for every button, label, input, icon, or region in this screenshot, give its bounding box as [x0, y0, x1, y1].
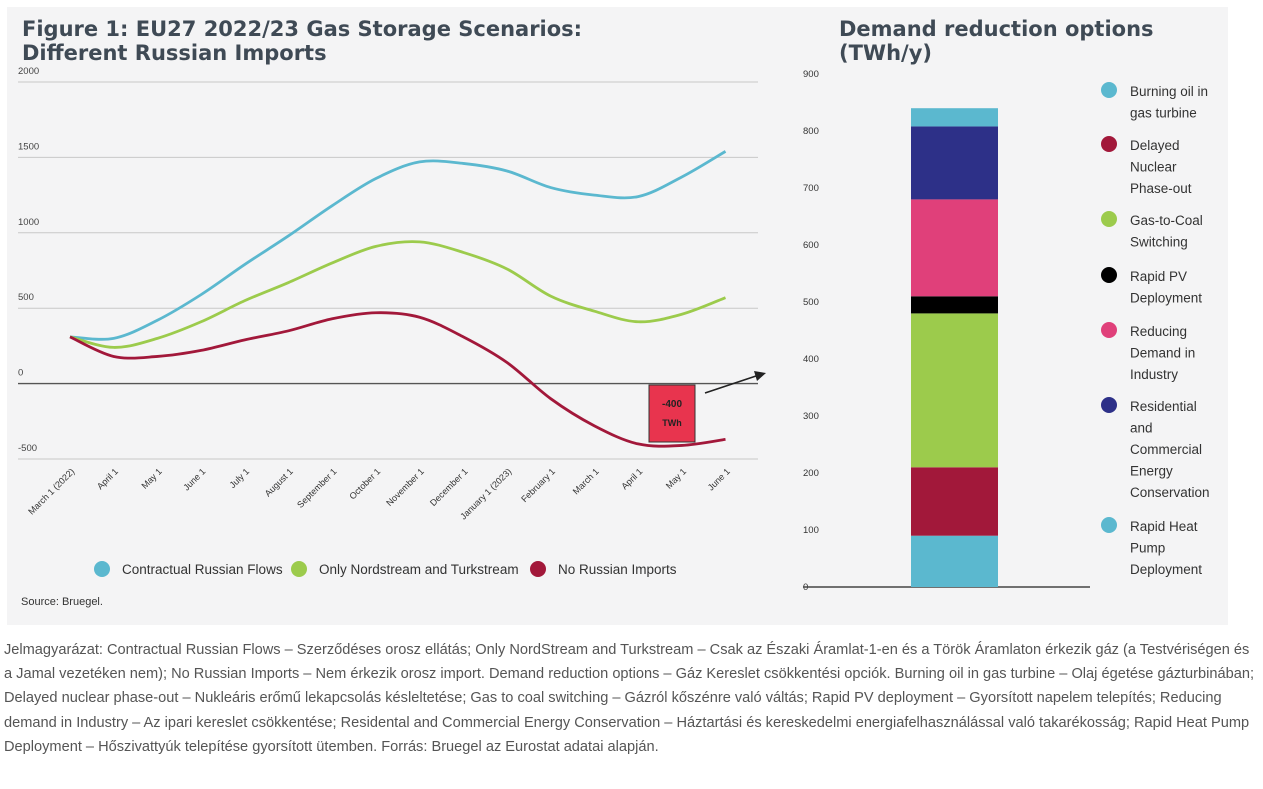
legend-label-2: No Russian Imports [558, 562, 677, 577]
x-tick-label-7: October 1 [347, 466, 382, 501]
y-tick-label-1: 1500 [18, 141, 39, 152]
bar-legend-marker-1 [1101, 136, 1117, 152]
x-tick-label-6: September 1 [295, 466, 339, 510]
legend-label-0: Contractual Russian Flows [122, 562, 283, 577]
series-line-0 [69, 150, 727, 341]
bar-segment-4 [911, 199, 998, 297]
x-tick-label-13: April 1 [619, 466, 644, 491]
source-note: Source: Bruegel. [21, 596, 103, 608]
annotation-arrow-head [754, 371, 766, 381]
x-tick-label-1: April 1 [95, 466, 120, 491]
annotation-box [648, 384, 696, 443]
bar-y-tick-label-0: 900 [803, 69, 819, 80]
bar-y-tick-label-7: 200 [803, 468, 819, 479]
bar-legend-marker-0 [1101, 82, 1117, 98]
bar-y-tick-label-8: 100 [803, 525, 819, 536]
bar-y-tick-label-4: 500 [803, 297, 819, 308]
bar-legend-label-6: Rapid Heat Pump Deployment [1130, 519, 1202, 577]
line-chart-title: Figure 1: EU27 2022/23 Gas Storage Scena… [22, 17, 582, 65]
bar-chart-title-line2: (TWh/y) [839, 41, 932, 65]
annotation-unit: TWh [662, 418, 682, 428]
bar-segment-2 [911, 313, 998, 468]
legend-label-1: Only Nordstream and Turkstream [319, 562, 519, 577]
annotation-value: -400 [662, 399, 682, 410]
bar-y-tick-label-2: 700 [803, 183, 819, 194]
bar-y-tick-label-6: 300 [803, 411, 819, 422]
x-tick-label-9: December 1 [428, 466, 470, 508]
bar-segment-3 [911, 296, 998, 314]
legend-marker-2 [530, 561, 546, 577]
bar-chart-title: Demand reduction options (TWh/y) [839, 17, 1154, 65]
bar-y-tick-label-5: 400 [803, 354, 819, 365]
x-tick-label-11: February 1 [519, 466, 557, 504]
x-tick-label-0: March 1 (2022) [26, 466, 76, 516]
line-chart-title-line1: Figure 1: EU27 2022/23 Gas Storage Scena… [22, 17, 583, 41]
bar-legend-marker-4 [1101, 322, 1117, 338]
bar-y-tick-label-3: 600 [803, 240, 819, 251]
bar-segment-5 [911, 126, 998, 200]
bar-chart-title-line1: Demand reduction options [839, 17, 1154, 41]
y-tick-label-3: 500 [18, 292, 34, 303]
bar-legend-marker-3 [1101, 267, 1117, 283]
bar-segment-6 [911, 108, 998, 127]
x-tick-label-14: May 1 [664, 466, 688, 490]
line-chart-title-line2: Different Russian Imports [22, 41, 327, 65]
bar-legend-label-0: Burning oil in gas turbine [1130, 84, 1208, 121]
bar-legend-label-4: Reducing Demand in Industry [1130, 324, 1195, 382]
bar-legend-marker-5 [1101, 397, 1117, 413]
legend-marker-1 [291, 561, 307, 577]
bar-legend-label-1: Delayed Nuclear Phase-out [1130, 138, 1192, 196]
bar-y-tick-label-1: 800 [803, 126, 819, 137]
y-tick-label-4: 0 [18, 368, 23, 379]
x-tick-label-2: May 1 [139, 466, 163, 490]
legend-marker-0 [94, 561, 110, 577]
bar-legend-label-2: Gas-to-Coal Switching [1130, 213, 1203, 250]
bar-segment-0 [911, 535, 998, 587]
series-line-1 [69, 240, 726, 349]
bar-segment-1 [911, 467, 998, 536]
x-tick-label-15: June 1 [706, 466, 732, 492]
x-tick-label-3: June 1 [181, 466, 207, 492]
y-tick-label-0: 2000 [18, 66, 39, 77]
series-line-2 [69, 311, 726, 448]
x-tick-label-12: March 1 [571, 466, 601, 496]
y-tick-label-2: 1000 [18, 217, 39, 228]
x-tick-label-8: November 1 [384, 466, 426, 508]
annotation-arrow-line [704, 375, 757, 394]
bar-legend-label-3: Rapid PV Deployment [1130, 269, 1202, 306]
x-tick-label-5: August 1 [263, 466, 295, 498]
bar-legend-label-5: Residential and Commercial Energy Conservati… [1130, 399, 1210, 500]
caption: Jelmagyarázat: Contractual Russian Flows… [4, 642, 1255, 755]
bar-legend-marker-2 [1101, 211, 1117, 227]
bar-legend-marker-6 [1101, 517, 1117, 533]
x-tick-label-4: July 1 [228, 466, 252, 490]
y-tick-label-5: -500 [18, 443, 37, 454]
